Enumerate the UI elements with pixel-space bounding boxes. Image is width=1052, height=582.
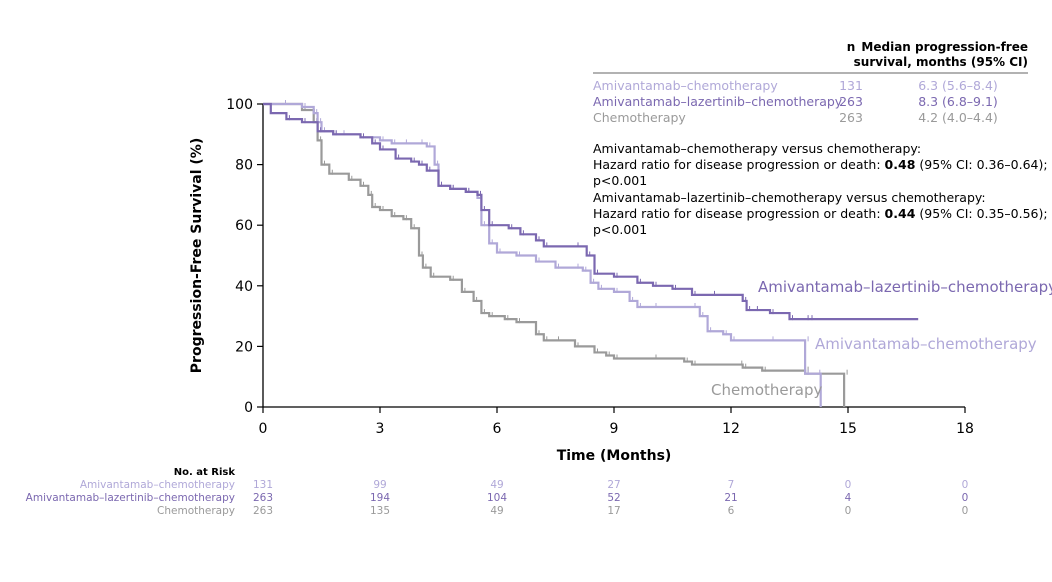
hr2-p: p<0.001 [593,222,647,237]
y-tick-label: 80 [235,158,253,174]
curve-label-ami: Amivantamab–chemotherapy [815,335,1037,353]
x-tick-label: 6 [493,421,502,437]
at-risk-value: 0 [845,505,852,517]
hazard-ratio-annotations: Amivantamab–chemotherapy versus chemothe… [593,141,1048,237]
y-tick-label: 60 [235,218,253,234]
curve-laz [263,102,919,321]
at-risk-row-name: Amivantamab–chemotherapy [80,479,235,491]
at-risk-row-name: Amivantamab–lazertinib–chemotherapy [26,492,235,504]
at-risk-value: 4 [845,492,852,504]
at-risk-value: 99 [373,479,386,491]
legend-table: n Median progression-free survival, mont… [593,40,1028,125]
legend-row-median: 4.2 (4.0–4.4) [918,110,998,125]
x-tick-label: 9 [610,421,619,437]
at-risk-value: 7 [728,479,735,491]
at-risk-value: 0 [962,479,969,491]
at-risk-value: 104 [487,492,507,504]
legend-row-n: 263 [839,110,863,125]
legend-median-header-1: Median progression-free [861,40,1028,54]
legend-row-n: 131 [839,78,863,93]
at-risk-value: 0 [845,479,852,491]
at-risk-value: 131 [253,479,273,491]
hr2-line: Hazard ratio for disease progression or … [593,206,1048,221]
curve-label-chemo: Chemotherapy [711,381,822,399]
legend-row-name: Amivantamab–chemotherapy [593,78,778,93]
at-risk-value: 0 [962,505,969,517]
at-risk-title: No. at Risk [174,467,236,478]
x-tick-label: 12 [722,421,740,437]
legend-row-n: 263 [839,94,863,109]
legend-row-name: Chemotherapy [593,110,686,125]
legend-n-header: n [847,40,856,54]
legend-median-header-2: survival, months (95% CI) [854,55,1028,69]
x-axis-label: Time (Months) [557,448,672,464]
hr1-line: Hazard ratio for disease progression or … [593,157,1048,172]
hr2-title: Amivantamab–lazertinib–chemotherapy vers… [593,190,986,205]
at-risk-value: 6 [728,505,735,517]
at-risk-value: 17 [607,505,620,517]
at-risk-value: 49 [490,479,503,491]
x-tick-label: 3 [376,421,385,437]
hr1-title: Amivantamab–chemotherapy versus chemothe… [593,141,921,156]
at-risk-value: 194 [370,492,390,504]
x-tick-label: 15 [839,421,857,437]
curve-labels: Amivantamab–lazertinib–chemotherapy Amiv… [711,278,1052,399]
curve-label-laz: Amivantamab–lazertinib–chemotherapy [758,278,1052,296]
at-risk-value: 49 [490,505,503,517]
y-tick-label: 20 [235,339,253,355]
y-tick-label: 100 [226,97,253,113]
at-risk-value: 52 [607,492,620,504]
y-axis-label: Progression-Free Survival (%) [189,138,205,373]
legend-row-name: Amivantamab–lazertinib–chemotherapy [593,94,843,109]
survival-curves [263,100,919,407]
at-risk-value: 135 [370,505,390,517]
x-tick-label: 18 [956,421,974,437]
at-risk-value: 27 [607,479,620,491]
hr1-p: p<0.001 [593,173,647,188]
y-tick-label: 0 [244,400,253,416]
at-risk-value: 263 [253,505,273,517]
at-risk-value: 21 [724,492,737,504]
at-risk-value: 0 [962,492,969,504]
at-risk-table: No. at Risk Amivantamab–chemotherapy 131 9… [26,467,969,517]
axes: 0 3 6 9 12 15 18 0 20 40 60 80 100 Time (Months) Progr… [189,97,974,464]
y-tick-label: 40 [235,279,253,295]
at-risk-row-name: Chemotherapy [157,505,235,517]
at-risk-value: 263 [253,492,273,504]
legend-row-median: 8.3 (6.8–9.1) [918,94,998,109]
legend-row-median: 6.3 (5.6–8.4) [918,78,998,93]
curve-chemo [263,102,846,407]
x-tick-label: 0 [259,421,268,437]
